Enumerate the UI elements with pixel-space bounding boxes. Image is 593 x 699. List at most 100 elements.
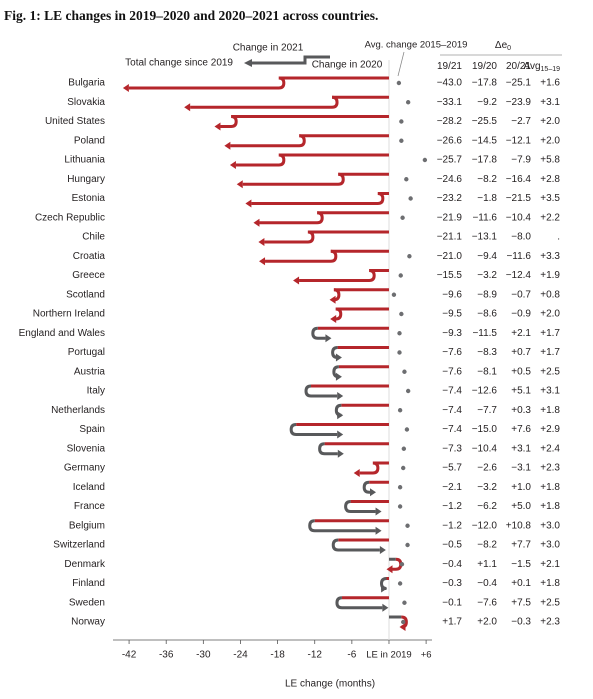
avg-dot [401,446,407,451]
avg-dot [404,177,409,182]
column-header-text: 19/21 [437,61,462,72]
table-value: −11.6 [472,212,497,223]
change-2021 [335,307,343,321]
table-value: +1.0 [511,482,531,493]
avg-dot [402,369,407,374]
table-value: +3.0 [540,540,560,551]
change-2021 [235,153,286,167]
table-value: +7.6 [511,424,531,435]
avg-dot [401,465,406,471]
arrowhead [330,315,337,323]
table-value: −23.2 [437,193,463,204]
table-value: +3.1 [511,443,531,454]
arrowhead [337,449,344,458]
arrowhead [253,218,260,227]
table-value: +1.8 [540,501,560,512]
change-2021 [331,346,338,359]
country-label: Slovakia [67,97,105,108]
table-value: −8.1 [477,366,497,377]
country-label: Slovenia [67,443,106,454]
change-2021 [220,115,238,128]
avg-dot [396,80,402,86]
table-value: −25.5 [472,116,498,127]
table-value: −21.0 [437,251,463,262]
table-value: −7.4 [442,405,462,416]
avg-dot [391,292,397,297]
avg-dot [397,331,402,336]
x-tick-label: -6 [347,650,356,661]
table-value: −2.1 [442,482,462,493]
table-value: −10.4 [506,212,532,223]
country-label: Denmark [64,559,106,570]
arrowhead [335,353,342,362]
country-label: Czech Republic [35,212,105,223]
table-value: −12.0 [472,520,498,531]
table-value: −26.6 [437,135,463,146]
country-label: Hungary [67,174,105,185]
table-value: +5.1 [511,386,531,397]
avg-dot [399,119,404,124]
table-value: +3.1 [540,386,560,397]
arrowhead [329,295,336,304]
avg-pointer [397,51,405,77]
table-value: −13.1 [472,232,498,243]
country-label: Iceland [73,482,105,493]
change-2021 [335,596,383,610]
table-value: +2.0 [540,135,560,146]
table-value: +7.5 [511,597,531,608]
avg-dot [402,600,407,605]
arrowhead [122,84,129,92]
table-value: −7.4 [442,424,462,435]
legend-label: Total change since 2019 [125,58,233,69]
table-value: −0.4 [442,559,462,570]
table-value: +2.3 [540,463,560,474]
avg-dot [405,388,411,394]
country-label: Croatia [73,251,106,262]
chart-title: Fig. 1: LE changes in 2019–2020 and 2020… [4,8,378,23]
table-value: +0.7 [511,347,531,358]
country-label: Scotland [66,289,105,300]
arrowhead [224,141,231,150]
country-label: United States [45,116,105,127]
table-value: −7.6 [442,366,462,377]
arrowhead [325,334,332,343]
table-value: −9.6 [442,289,462,300]
change-2021 [251,192,385,205]
table-value: −3.2 [477,270,497,281]
legend-label: Change in 2020 [312,60,383,71]
x-tick-label: -30 [196,650,211,661]
arrowhead [259,257,266,266]
table-value: +2.1 [511,328,531,339]
avg-dot [405,100,411,105]
column-header: Avg15–19 [523,61,560,73]
table-value: −12.4 [506,270,532,281]
table-value: +3.3 [540,251,560,262]
legend-label: Change in 2021 [233,43,304,54]
table-value: −0.7 [511,289,531,300]
arrowhead [335,372,342,381]
legend-glyph [250,55,330,65]
table-value: −25.1 [506,78,532,89]
table-value: +1.7 [442,617,462,628]
table-value: −2.7 [511,116,531,127]
table-value: −25.7 [437,155,463,166]
table-value: −0.3 [442,578,462,589]
avg-dot [399,562,405,567]
table-value: −9.3 [442,328,462,339]
arrowhead [375,507,382,516]
country-label: Chile [82,232,105,243]
table-value: −15.5 [437,270,463,281]
legend-arrowhead [244,59,252,67]
table-value: +1.7 [540,328,560,339]
table-value: +3.5 [540,193,560,204]
change-2021 [308,519,376,533]
table-value: −33.1 [437,97,463,108]
avg-dot [397,350,402,355]
table-value: +1.8 [540,482,560,493]
x-tick-label: -18 [270,650,285,661]
table-value: −11.6 [506,251,531,262]
table-value: −7.7 [477,405,497,416]
x-tick-label: -24 [233,650,248,661]
table-value: +2.8 [540,174,560,185]
